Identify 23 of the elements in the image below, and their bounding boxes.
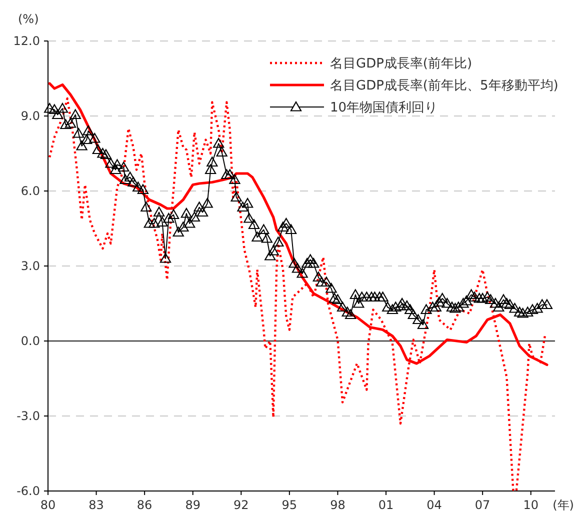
y-tick-label: 9.0 (20, 109, 40, 124)
y-tick-label: -6.0 (16, 484, 40, 498)
x-tick-label: 01 (378, 498, 394, 512)
y-tick-label: 12.0 (13, 34, 40, 48)
x-tick-label: 83 (88, 498, 104, 512)
y-tick-label: 3.0 (20, 259, 40, 274)
x-tick-label: 80 (40, 498, 56, 512)
x-tick-label: 92 (234, 498, 249, 512)
x-tick-label: 98 (330, 498, 346, 512)
legend-label: 名目GDP成長率(前年比) (330, 56, 472, 72)
x-tick-label: 04 (426, 498, 442, 512)
y-tick-label: 0.0 (20, 334, 40, 348)
legend-label: 名目GDP成長率(前年比、5年移動平均) (330, 78, 558, 94)
x-tick-label: 10 (523, 498, 538, 512)
x-axis-title: (年) (552, 498, 574, 512)
x-tick-label: 86 (136, 498, 152, 512)
legend-label: 10年物国債利回り (330, 100, 438, 116)
y-axis-title: (%) (18, 12, 39, 26)
x-tick-label: 95 (282, 498, 298, 512)
y-tick-label: 6.0 (20, 184, 40, 198)
x-tick-label: 89 (185, 498, 200, 512)
y-tick-label: -3.0 (16, 409, 40, 424)
x-tick-label: 07 (474, 498, 490, 512)
